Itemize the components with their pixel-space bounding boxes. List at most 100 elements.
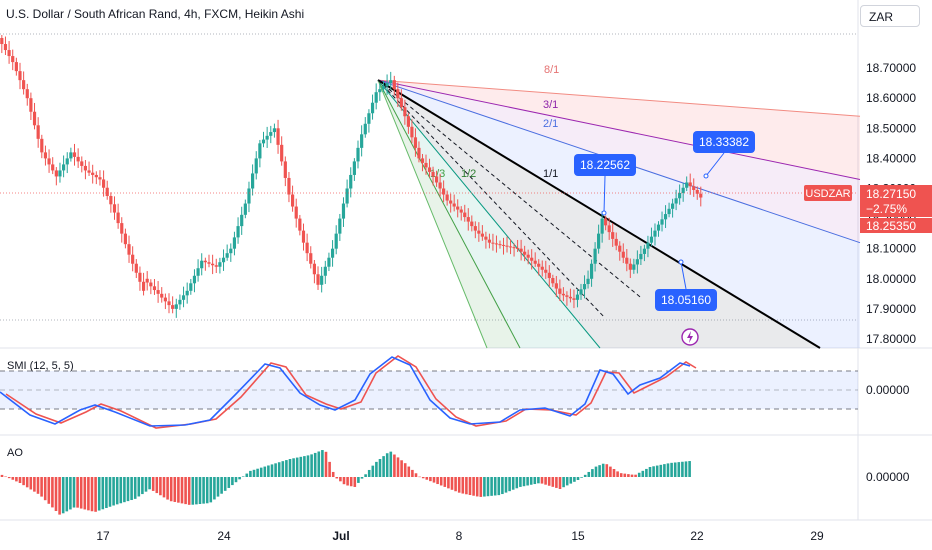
candle-body (47, 158, 51, 165)
ao-bar (133, 477, 137, 499)
candle-body (0, 38, 4, 45)
candle-body (43, 152, 48, 159)
ao-bar (223, 477, 227, 491)
candle-body (628, 263, 632, 270)
ao-bar (684, 461, 688, 477)
candle-body (225, 253, 229, 258)
ao-bar (562, 477, 565, 488)
candle-body (327, 257, 331, 267)
ao-bar (627, 474, 630, 477)
ao-bar (177, 477, 180, 503)
ao-bar (288, 459, 292, 477)
ao-bar (238, 477, 241, 480)
ao-bar (173, 477, 177, 502)
candle-body (258, 143, 262, 159)
candle-body (214, 265, 218, 267)
ao-bar (90, 477, 94, 512)
ao-bar (468, 477, 472, 495)
ao-bar (259, 467, 263, 477)
candle-body (579, 289, 583, 295)
ao-bar (407, 466, 411, 477)
ao-bar (666, 463, 670, 477)
price-tick-label: 18.50000 (866, 121, 916, 135)
candle-body (192, 275, 197, 284)
ao-bar (202, 477, 205, 504)
ao-bar (270, 464, 274, 477)
ao-bar (367, 469, 371, 477)
price-tick-label: 17.80000 (866, 332, 916, 346)
ao-bar (180, 477, 184, 504)
candle-body (232, 237, 237, 249)
ao-bar (475, 477, 479, 497)
candle-body (597, 233, 601, 249)
ao-bar (515, 477, 519, 489)
candle-body (417, 147, 421, 159)
candle-body (345, 188, 349, 204)
candle-body (181, 295, 186, 300)
time-tick-label: 17 (96, 529, 110, 543)
chart-title: U.S. Dollar / South African Rand, 4h, FX… (6, 7, 305, 21)
ao-bar (616, 471, 619, 477)
ao-bar (652, 466, 655, 477)
price-tick-label: 18.70000 (866, 61, 916, 75)
ao-bar (681, 461, 684, 477)
candle-body (94, 174, 98, 178)
symbol-badge-label: USDZAR (805, 188, 850, 200)
callout-anchor (703, 173, 709, 179)
ao-bar (439, 477, 443, 486)
candle-body (607, 225, 611, 233)
candle-body (218, 262, 222, 267)
candle-body (261, 139, 266, 144)
ao-bar (97, 477, 101, 511)
candle-body (501, 244, 506, 246)
candle-body (312, 263, 316, 275)
ao-bar (267, 465, 270, 477)
candle-body (240, 214, 244, 227)
ao-bar (51, 477, 54, 508)
ao-bar (447, 477, 450, 489)
candle-body (392, 80, 396, 90)
gann-fan-label: 2/1 (543, 118, 558, 130)
ao-bar (565, 477, 569, 486)
last-price-label: 18.27150 (866, 187, 916, 201)
price-tick-label: 17.90000 (866, 302, 916, 316)
candle-body (269, 132, 273, 136)
ao-bar (285, 460, 288, 477)
candle-body (470, 221, 474, 227)
ao-bar (295, 457, 299, 477)
ao-bar (119, 477, 123, 504)
candle-body (83, 165, 88, 171)
ao-bar (364, 474, 367, 477)
ao-bar (108, 477, 112, 507)
currency-button[interactable]: ZAR (860, 5, 920, 27)
candle-body (385, 83, 389, 87)
candle-body (413, 137, 418, 148)
candle-body (614, 238, 618, 246)
candle-body (491, 242, 495, 244)
candle-body (565, 295, 569, 297)
price-callout-label: 18.22562 (580, 158, 630, 172)
candle-body (403, 107, 407, 117)
candle-body (189, 283, 193, 291)
ao-bar (328, 461, 331, 477)
low-price-badge (860, 218, 932, 233)
candle-body (185, 290, 189, 296)
candle-body (54, 170, 58, 177)
candle-body (396, 89, 400, 99)
ao-bar (533, 477, 537, 485)
candle-body (272, 128, 277, 133)
ao-bar (76, 477, 79, 508)
gann-fan-line (377, 79, 861, 117)
ao-bar (11, 477, 15, 480)
ao-bar (519, 477, 522, 487)
candle-body (145, 278, 149, 283)
candle-body (207, 262, 211, 264)
candle-body (611, 232, 615, 239)
candle-body (7, 50, 11, 57)
ao-bar (583, 474, 587, 477)
candle-body (381, 86, 386, 90)
ao-bar (591, 469, 594, 477)
ao-bar (299, 456, 303, 477)
ao-bar (425, 477, 429, 480)
